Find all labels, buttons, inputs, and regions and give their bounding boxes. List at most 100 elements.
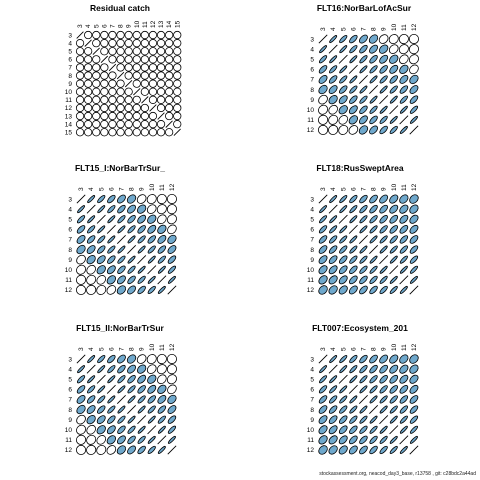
correlation-ellipse [166, 204, 177, 215]
correlation-ellipse [124, 55, 133, 64]
correlation-ellipse [148, 87, 158, 96]
correlation-ellipse [75, 39, 85, 48]
correlation-ellipse [116, 103, 125, 113]
correlation-ellipse [75, 79, 85, 88]
correlation-ellipse [409, 235, 419, 244]
correlation-ellipse [359, 65, 368, 74]
correlation-ellipse [349, 255, 358, 264]
correlation-ellipse [379, 204, 388, 214]
row-tick-label: 3 [68, 356, 72, 363]
row-tick-label: 6 [68, 57, 72, 64]
correlation-ellipse [399, 265, 408, 274]
col-tick-label: 6 [108, 347, 115, 351]
correlation-ellipse [389, 235, 398, 244]
correlation-ellipse [100, 111, 109, 121]
diagonal-mark [338, 214, 348, 224]
correlation-ellipse [389, 75, 398, 84]
correlation-ellipse [379, 375, 388, 384]
correlation-ellipse [75, 111, 85, 121]
row-tick-label: 9 [310, 257, 314, 264]
correlation-ellipse [156, 71, 166, 80]
correlation-ellipse [338, 115, 349, 125]
correlation-ellipse [359, 115, 368, 125]
row-tick-label: 3 [68, 32, 72, 39]
correlation-ellipse [137, 405, 146, 414]
correlation-ellipse [349, 75, 358, 84]
row-tick-label: 10 [65, 89, 73, 96]
correlation-ellipse [100, 47, 109, 56]
col-tick-label: 10 [149, 343, 156, 351]
correlation-ellipse [369, 215, 378, 224]
correlation-ellipse [349, 405, 358, 414]
correlation-ellipse [348, 285, 358, 295]
correlation-ellipse [359, 34, 368, 44]
correlation-ellipse [409, 384, 419, 394]
correlation-ellipse [173, 103, 182, 113]
correlation-ellipse [379, 354, 389, 364]
diagonal-mark [133, 88, 141, 96]
row-tick-label: 11 [307, 277, 314, 284]
diagonal-mark [348, 224, 358, 234]
correlation-ellipse [348, 105, 358, 115]
correlation-ellipse [132, 71, 141, 80]
correlation-ellipse [328, 425, 338, 435]
correlation-ellipse [409, 85, 419, 94]
correlation-ellipse [106, 265, 116, 275]
correlation-ellipse [349, 85, 358, 94]
row-tick-label: 5 [310, 216, 314, 223]
correlation-ellipse [339, 34, 348, 44]
correlation-ellipse [76, 235, 86, 244]
correlation-ellipse [339, 415, 348, 424]
correlation-ellipse [318, 405, 328, 414]
correlation-ellipse [140, 128, 149, 137]
correlation-ellipse [369, 55, 378, 64]
col-tick-label: 4 [85, 24, 92, 28]
correlation-ellipse [389, 255, 398, 264]
correlation-ellipse [399, 204, 409, 214]
correlation-ellipse [378, 34, 389, 44]
correlation-ellipse [319, 375, 328, 384]
correlation-ellipse [318, 235, 328, 244]
col-tick-label: 7 [109, 24, 116, 28]
correlation-ellipse [349, 425, 358, 434]
correlation-ellipse [147, 435, 156, 444]
correlation-ellipse [379, 445, 388, 455]
diagonal-mark [147, 425, 157, 435]
correlation-ellipse [116, 95, 125, 104]
row-tick-label: 5 [68, 216, 72, 223]
correlation-ellipse [76, 225, 86, 234]
correlation-ellipse [349, 395, 358, 404]
correlation-ellipse [106, 435, 116, 445]
correlation-ellipse [379, 75, 388, 84]
correlation-ellipse [318, 225, 328, 234]
correlation-ellipse [409, 64, 419, 75]
correlation-ellipse [339, 405, 348, 414]
correlation-ellipse [359, 354, 368, 364]
correlation-ellipse [328, 104, 338, 115]
col-tick-label: 10 [391, 23, 398, 31]
correlation-ellipse [157, 384, 167, 394]
col-tick-label: 6 [350, 347, 357, 351]
correlation-ellipse [92, 120, 101, 129]
diagonal-mark [399, 115, 409, 125]
correlation-ellipse [389, 285, 398, 294]
correlation-ellipse [369, 125, 378, 135]
diagonal-mark [328, 364, 338, 374]
correlation-ellipse [409, 245, 419, 254]
correlation-ellipse [146, 204, 157, 214]
panel-3: FLT15_I:NorBarTrSur_33445566778899101011… [65, 163, 177, 295]
panel-title: FLT007:Ecosystem_201 [312, 323, 408, 333]
correlation-ellipse [107, 354, 116, 364]
correlation-ellipse [148, 95, 158, 104]
correlation-ellipse [389, 245, 398, 254]
correlation-ellipse [157, 285, 166, 294]
correlation-ellipse [76, 254, 86, 265]
correlation-ellipse [124, 39, 133, 48]
correlation-ellipse [338, 285, 348, 295]
col-tick-label: 9 [139, 347, 146, 351]
correlation-ellipse [117, 435, 126, 445]
correlation-ellipse [156, 204, 167, 215]
row-tick-label: 6 [310, 387, 314, 394]
correlation-ellipse [173, 47, 182, 56]
correlation-ellipse [349, 415, 358, 424]
